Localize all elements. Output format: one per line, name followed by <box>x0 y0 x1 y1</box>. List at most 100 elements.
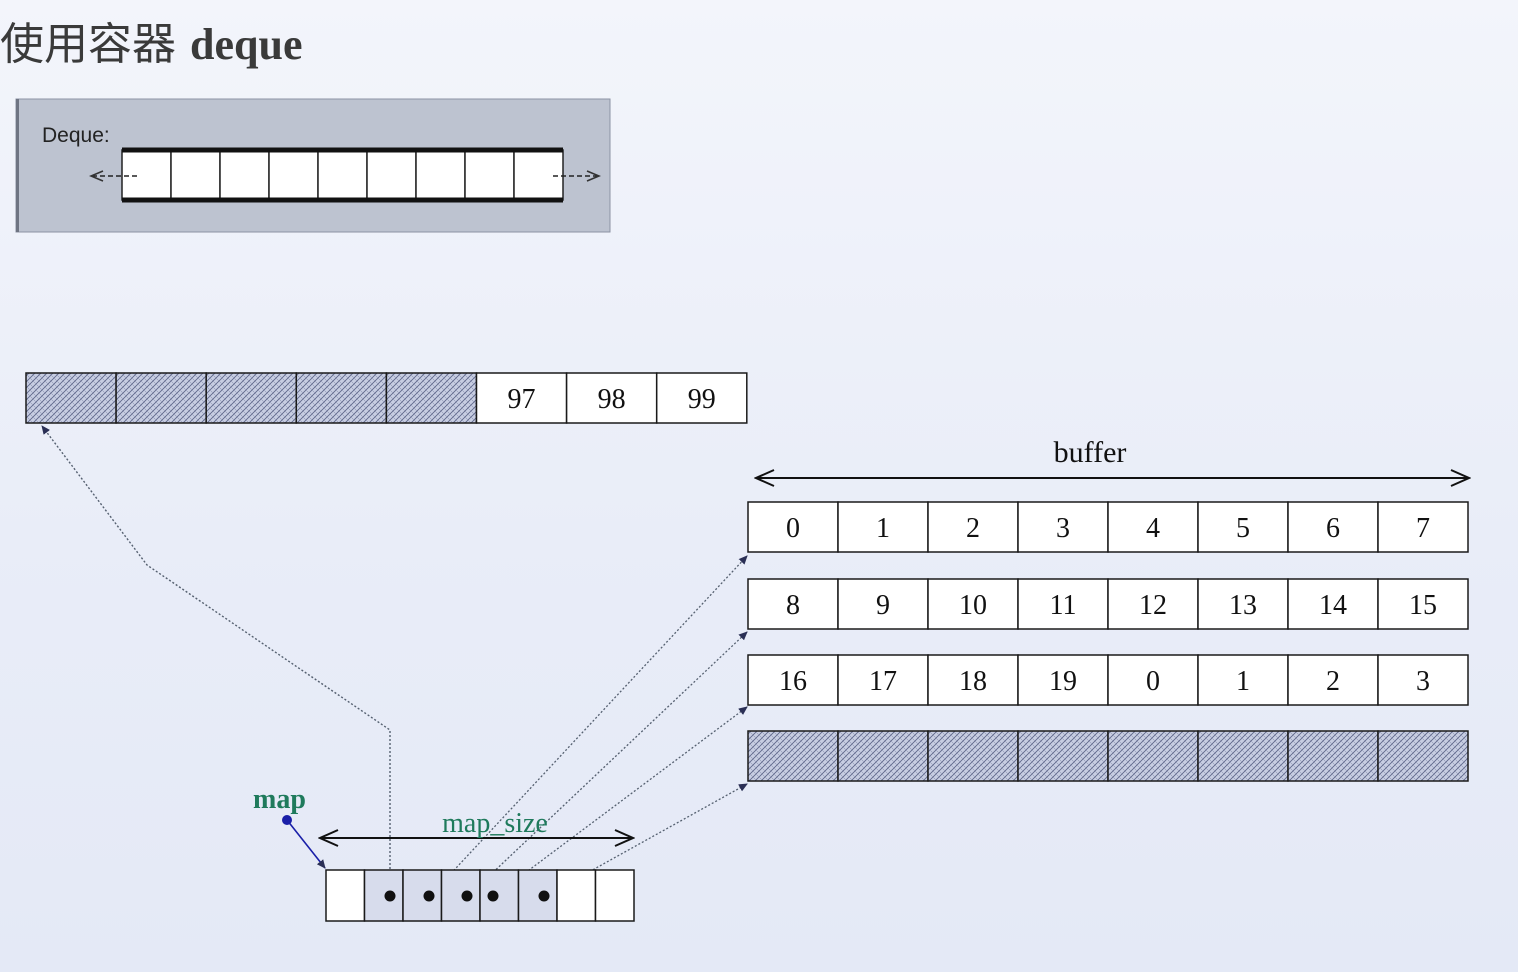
empty-slot <box>1107 730 1199 782</box>
deque-slot <box>366 149 417 201</box>
buffer-cell-value: 8 <box>786 590 800 621</box>
buffer-cell <box>747 654 839 706</box>
map-node-pointer <box>423 890 435 902</box>
empty-slot <box>205 372 298 424</box>
pointer-to-buffer-row-2 <box>466 631 748 898</box>
buffer-cell <box>1107 578 1199 630</box>
map-node-pointer <box>461 890 473 902</box>
buffer-cell-value: 97 <box>508 384 536 415</box>
map-pointers <box>41 425 748 898</box>
buffer-cell-value: 3 <box>1056 513 1070 544</box>
empty-slot <box>1287 730 1379 782</box>
buffer-cell <box>1377 578 1469 630</box>
buffer-cell <box>1287 578 1379 630</box>
empty-slot <box>747 730 839 782</box>
deque-slot <box>219 149 270 201</box>
buffer-cell-value: 11 <box>1050 590 1077 621</box>
buffer-cell-value: 15 <box>1409 590 1437 621</box>
buffer-cell <box>1197 578 1289 630</box>
map-node <box>517 869 558 922</box>
buffer-cell-value: 2 <box>1326 666 1340 697</box>
map-array <box>325 869 635 922</box>
buffer-cell <box>1017 501 1109 553</box>
buffer-cell-value: 6 <box>1326 513 1340 544</box>
deque-slot <box>121 149 172 201</box>
empty-slot <box>837 730 929 782</box>
empty-slot <box>1377 730 1469 782</box>
buffer-cell-value: 1 <box>1236 666 1250 697</box>
pointer-to-buffer-row-3 <box>492 706 748 898</box>
map-node-pointer <box>384 890 396 902</box>
deque-panel: Deque: <box>15 98 611 233</box>
first-buffer: 97 98 99 <box>25 372 748 424</box>
buffer-cell-value: 7 <box>1416 513 1430 544</box>
buffer-cell-value: 13 <box>1229 590 1257 621</box>
map-node-pointer <box>538 890 550 902</box>
deque-strip <box>121 147 564 203</box>
map-node-pointer <box>487 890 499 902</box>
buffer-cell-value: 0 <box>786 513 800 544</box>
buffer-label: buffer <box>1054 436 1127 469</box>
deque-slot <box>415 149 466 201</box>
buffer-cell-value: 5 <box>1236 513 1250 544</box>
buffer-cell <box>1197 654 1289 706</box>
buffer-cell <box>1377 654 1469 706</box>
buffer-cell-value: 12 <box>1139 590 1167 621</box>
deque-panel-label: Deque: <box>42 124 110 147</box>
buffer-cell <box>1287 501 1379 553</box>
map-node <box>440 869 481 922</box>
map-annotations: map map_size <box>253 784 633 869</box>
buffer-cell-value: 99 <box>688 384 716 415</box>
map-node <box>402 869 443 922</box>
buffer-cell-value: 4 <box>1146 513 1160 544</box>
slide-title: 使用容器 deque <box>0 8 302 72</box>
buffer-cell <box>1017 578 1109 630</box>
buffer-cell <box>1107 654 1199 706</box>
buffer-cell <box>927 578 1019 630</box>
map-node <box>556 869 597 922</box>
buffer-cell-value: 98 <box>598 384 626 415</box>
buffer-span: buffer <box>756 436 1469 478</box>
empty-slot <box>295 372 388 424</box>
buffer-cell-value: 9 <box>876 590 890 621</box>
empty-slot <box>927 730 1019 782</box>
buffer-cell <box>1197 501 1289 553</box>
buffer-cell-value: 10 <box>959 590 987 621</box>
empty-slot <box>115 372 207 424</box>
buffer-cell <box>1017 654 1109 706</box>
buffer-cell <box>927 501 1019 553</box>
map-node <box>479 869 520 922</box>
buffer-cell-value: 17 <box>869 666 897 697</box>
buffer-cell-value: 2 <box>966 513 980 544</box>
empty-slot <box>1197 730 1289 782</box>
buffer-cell <box>1287 654 1379 706</box>
buffer-cell <box>1377 501 1469 553</box>
deque-slot <box>464 149 515 201</box>
map-node <box>594 869 635 922</box>
buffer-cell <box>655 372 748 424</box>
map-node <box>363 869 404 922</box>
buffer-cell <box>837 578 929 630</box>
buffer-cell-value: 16 <box>779 666 807 697</box>
empty-slot <box>1017 730 1109 782</box>
map-node <box>325 869 366 922</box>
deque-slot <box>170 149 221 201</box>
buffer-cell <box>475 372 568 424</box>
deque-slot <box>513 149 564 201</box>
buffer-cell <box>747 578 839 630</box>
buffer-cell <box>1107 501 1199 553</box>
deque-slot <box>317 149 368 201</box>
buffer-cell <box>747 501 839 553</box>
empty-slot <box>25 372 117 424</box>
map-label: map <box>253 784 306 815</box>
slide-title-latin: deque <box>190 20 303 69</box>
map-pointer-arrow <box>286 819 326 869</box>
pointer-to-buffer-row-4 <box>543 783 748 898</box>
empty-slot <box>385 372 478 424</box>
buffer-cell-value: 18 <box>959 666 987 697</box>
pointer-to-first-buffer <box>41 425 391 897</box>
map-size-label: map_size <box>442 808 548 839</box>
buffer-cell-value: 3 <box>1416 666 1430 697</box>
